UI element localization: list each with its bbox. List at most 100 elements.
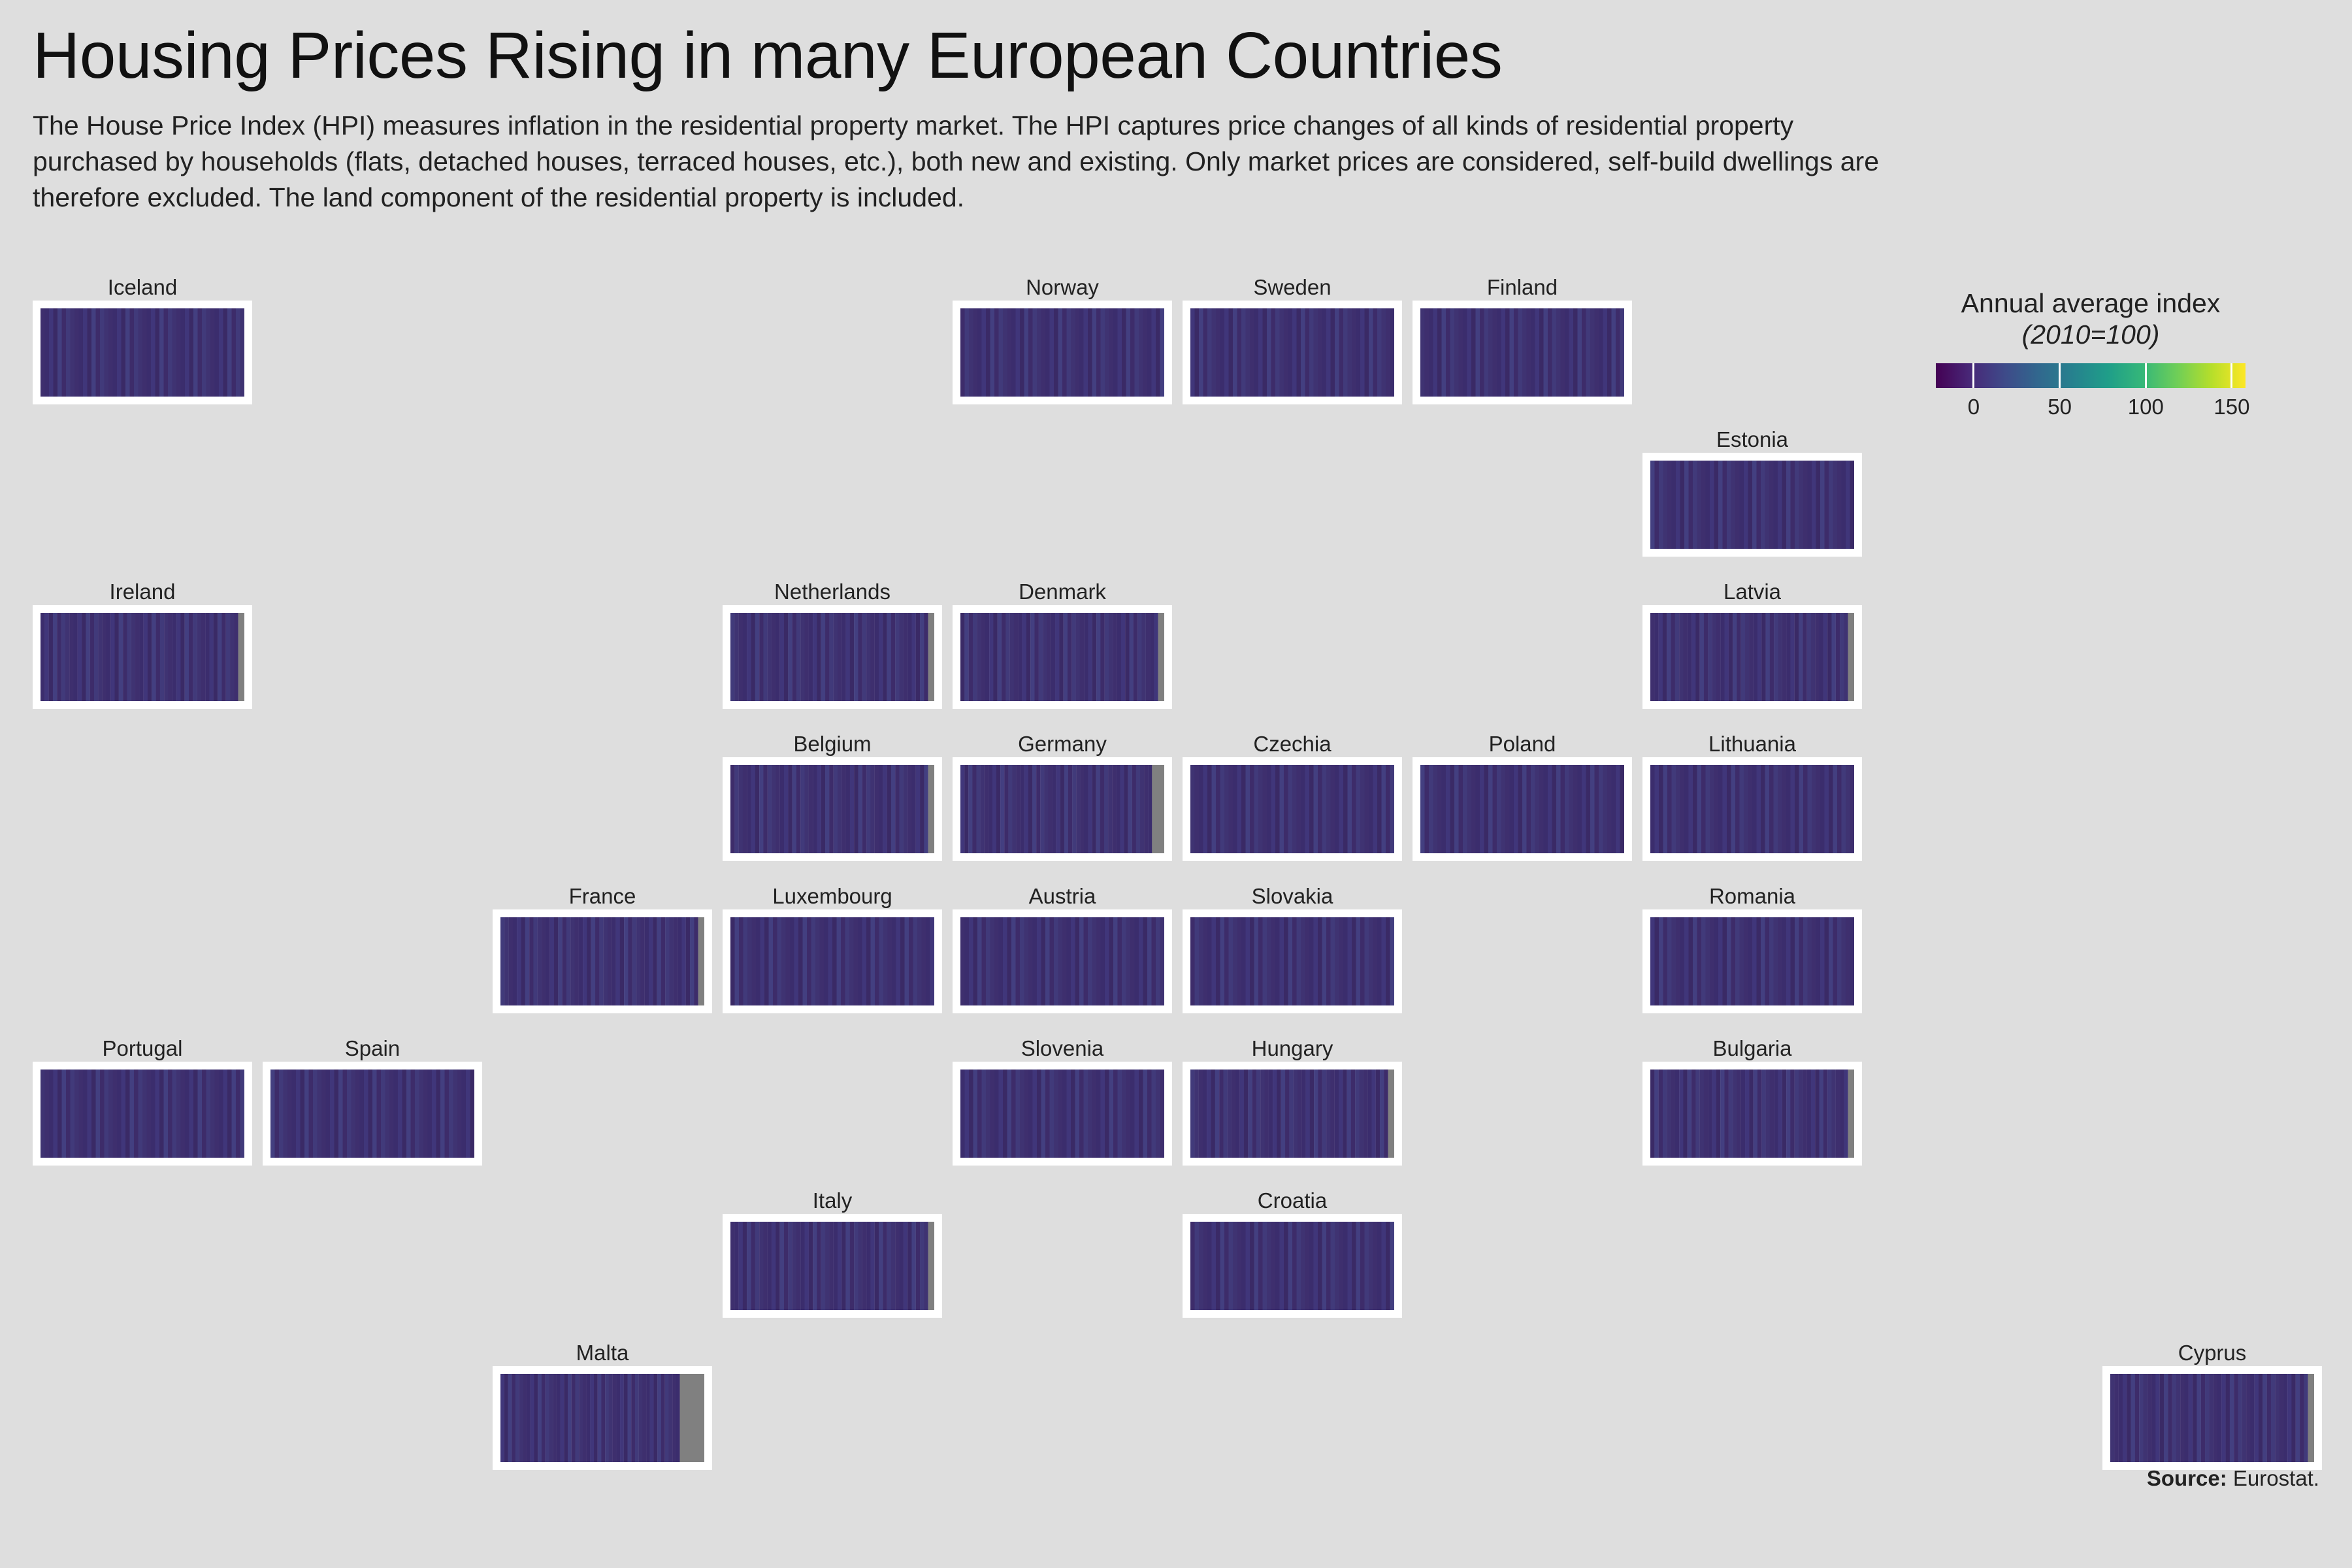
tile-germany: Germany [953, 731, 1172, 861]
heat-cell [1104, 1070, 1109, 1158]
heat-cell [887, 765, 892, 853]
heat-cell [1556, 308, 1561, 397]
heat-cell [1203, 765, 1208, 853]
heat-cell [1590, 765, 1595, 853]
heat-cell [110, 613, 115, 701]
heat-cell [49, 1070, 54, 1158]
heat-cell [1671, 917, 1676, 1005]
heat-cell [1803, 1070, 1807, 1158]
heat-cell [1679, 613, 1684, 701]
tile-sweden: Sweden [1183, 274, 1402, 404]
heat-cell [1390, 917, 1394, 1005]
heat-cell [1215, 1070, 1220, 1158]
heat-cell [108, 308, 113, 397]
heat-cell [66, 308, 71, 397]
heat-cell [800, 765, 805, 853]
heat-cell [1049, 917, 1054, 1005]
heat-cell [227, 1070, 232, 1158]
heat-cell [1241, 917, 1246, 1005]
heat-cell [1815, 613, 1820, 701]
heat-cell [235, 308, 240, 397]
tile-frame [33, 1062, 252, 1166]
heat-cell [998, 1070, 1004, 1158]
heat-cell [1369, 308, 1373, 397]
heat-cell [1088, 613, 1092, 701]
heat-cell [811, 917, 816, 1005]
heat-cell [1032, 765, 1037, 853]
heat-cell [1262, 308, 1267, 397]
heat-cell [960, 1070, 965, 1158]
heat-cell [553, 917, 559, 1005]
heat-cell [1326, 308, 1331, 397]
heat-cell [270, 1070, 275, 1158]
heat-cell [1194, 917, 1200, 1005]
heat-cell [1100, 613, 1105, 701]
heat-cell [1219, 1070, 1224, 1158]
heat-cell [804, 765, 809, 853]
heat-cell [845, 613, 851, 701]
heat-cell [419, 1070, 424, 1158]
heat-cell [1262, 1222, 1267, 1310]
heat-cell [1194, 765, 1200, 853]
heat-cell [911, 765, 916, 853]
heat-cell [1139, 308, 1143, 397]
heat-cell [461, 1070, 466, 1158]
heat-cell [1680, 765, 1685, 853]
heat-cell [1786, 917, 1791, 1005]
heat-cell [895, 613, 900, 701]
heat-cell [312, 1070, 318, 1158]
heat-strip [500, 917, 704, 1005]
heat-cell [742, 1222, 747, 1310]
heat-cell [1352, 1222, 1356, 1310]
heat-cell [139, 613, 144, 701]
heat-cell [788, 1222, 792, 1310]
heat-cell [1216, 917, 1220, 1005]
heat-cell [2279, 1374, 2283, 1462]
heat-cell [1671, 765, 1676, 853]
heat-cell [980, 765, 985, 853]
heat-cell [534, 1374, 538, 1462]
heat-cell [755, 613, 760, 701]
heat-cell [287, 1070, 292, 1158]
heat-cell [1662, 613, 1667, 701]
heat-cell [1484, 765, 1489, 853]
legend-colorbar [1936, 363, 2246, 388]
heat-cell [2238, 1374, 2242, 1462]
heat-cell [1671, 1070, 1675, 1158]
heat-cell [984, 765, 988, 853]
heat-cell [849, 613, 855, 701]
heat-cell [668, 1374, 673, 1462]
heat-cell [2221, 1374, 2226, 1462]
heat-cell [1718, 917, 1723, 1005]
heat-cell [616, 1374, 621, 1462]
heat-cell [1757, 1070, 1762, 1158]
heat-cell [1850, 917, 1854, 1005]
heat-cell [1684, 765, 1689, 853]
heat-cell [1343, 917, 1348, 1005]
heat-cell [1275, 765, 1280, 853]
chart-subtitle: The House Price Index (HPI) measures inf… [33, 110, 1879, 212]
heat-cell [1028, 765, 1033, 853]
heat-cell [91, 1070, 96, 1158]
heat-cell [1458, 308, 1463, 397]
heat-cell [1080, 765, 1085, 853]
heat-cell [1824, 917, 1829, 1005]
heat-cell [104, 1070, 109, 1158]
heat-cell [747, 1222, 751, 1310]
heat-cell [1765, 1070, 1771, 1158]
heat-cell [832, 917, 837, 1005]
heat-cell [1697, 765, 1702, 853]
heat-cell [1701, 765, 1706, 853]
heat-cell [879, 917, 884, 1005]
heat-cell [1778, 765, 1782, 853]
heat-cell [1807, 765, 1812, 853]
heat-cell [1765, 765, 1770, 853]
tile-label: Lithuania [1708, 732, 1796, 756]
heat-cell [638, 1374, 643, 1462]
heat-cell [1611, 308, 1616, 397]
heat-cell [155, 308, 160, 397]
heat-cell [977, 613, 981, 701]
heat-cell [997, 613, 1002, 701]
heat-cell [821, 765, 826, 853]
heat-cell [1518, 308, 1523, 397]
